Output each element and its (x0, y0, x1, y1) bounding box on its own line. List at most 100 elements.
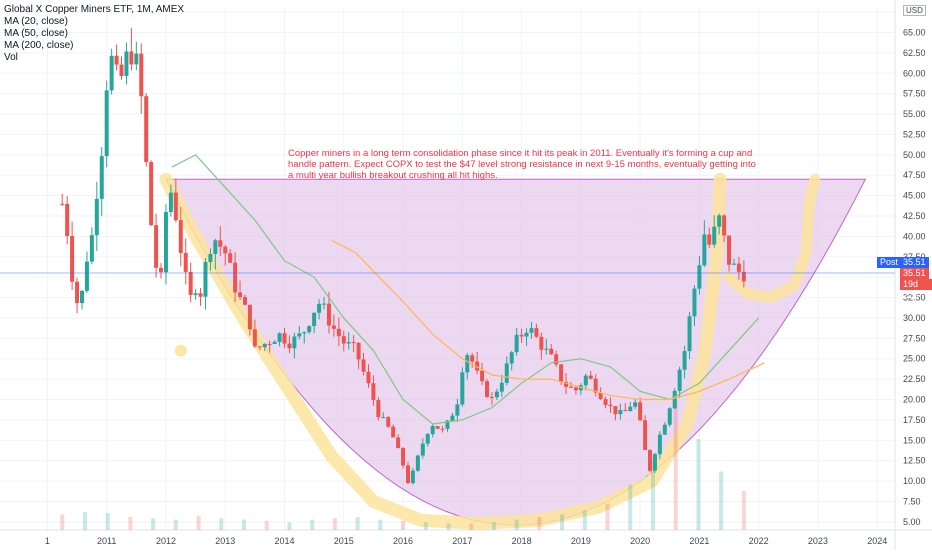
x-tick-label: 2011 (97, 536, 116, 546)
handle-highlight-stroke (723, 173, 821, 304)
candle-body (247, 304, 252, 330)
candle-body (494, 391, 499, 398)
y-tick-label: 62.50 (903, 48, 926, 58)
legend-title[interactable]: Global X Copper Miners ETF, 1M, AMEX (4, 4, 185, 15)
volume-bar (173, 519, 178, 530)
y-tick-label: 60.00 (903, 68, 926, 78)
volume-bar (446, 523, 451, 530)
volume-bar (82, 511, 87, 530)
volume-bar (719, 471, 724, 530)
candle-body (144, 96, 149, 163)
candle-body (480, 370, 485, 382)
candle-body (425, 434, 430, 444)
y-tick-label: 12.50 (903, 456, 926, 466)
volume-bar (128, 517, 133, 530)
candle-body (70, 236, 75, 282)
y-tick-label: 32.50 (903, 293, 926, 303)
volume-bar (151, 518, 156, 530)
candle-body (727, 235, 732, 265)
candle-body (183, 252, 188, 272)
volume-bar (219, 518, 224, 530)
annotation-text[interactable]: Copper miners in a long term consolidati… (288, 148, 756, 181)
y-tick-label: 65.00 (903, 27, 926, 37)
candle-body (514, 334, 519, 353)
legend-vol[interactable]: Vol (4, 52, 18, 63)
candle-body (208, 253, 213, 263)
volume-bar (650, 458, 655, 530)
post-label-tag: Post (877, 257, 902, 268)
candle-body (564, 381, 569, 387)
candle-body (218, 240, 223, 247)
volume-bar (741, 491, 746, 530)
candle-body (460, 372, 465, 405)
volume-bar (605, 504, 610, 530)
candle-body (302, 332, 307, 334)
candle-body (242, 297, 247, 305)
candle-body (648, 449, 653, 471)
candle-body (736, 263, 741, 272)
candle-body (475, 361, 480, 371)
candle-body (722, 215, 727, 236)
candle-body (129, 51, 134, 65)
candle-body (297, 333, 302, 337)
candle-body (554, 354, 559, 365)
candle-body (233, 262, 238, 293)
candle-body (282, 333, 287, 344)
candle-body (89, 235, 94, 262)
candle-body (277, 333, 282, 342)
candle-body (391, 426, 396, 438)
candle-body (376, 400, 381, 418)
y-tick-label: 10.00 (903, 476, 926, 486)
y-tick-label: 57.50 (903, 89, 926, 99)
candle-body (371, 383, 376, 401)
y-tick-label: 30.00 (903, 313, 926, 323)
candle-body (583, 375, 588, 386)
y-tick-label: 15.00 (903, 435, 926, 445)
candle-body (60, 203, 65, 205)
legend-ma50[interactable]: MA (50, close) (4, 28, 68, 39)
candle-body (272, 341, 277, 344)
y-tick-label: 47.50 (903, 170, 926, 180)
candle-body (430, 426, 435, 435)
candle-body (682, 351, 687, 370)
currency-badge[interactable]: USD (903, 5, 926, 16)
volume-bar (60, 514, 65, 530)
candle-body (509, 352, 514, 364)
candle-body (188, 271, 193, 295)
candle-body (559, 364, 564, 382)
candle-body (455, 404, 460, 416)
y-tick-label: 40.00 (903, 231, 926, 241)
candle-body (697, 265, 702, 289)
post-value-tag: 35.51 (900, 257, 929, 268)
y-tick-label: 27.50 (903, 333, 926, 343)
x-tick-label: 2017 (452, 536, 472, 546)
volume-bar (287, 522, 292, 530)
x-tick-label: 2024 (867, 536, 887, 546)
y-tick-label: 5.00 (903, 517, 921, 527)
candle-body (203, 262, 208, 297)
volume-bar (628, 484, 633, 530)
legend-ma200[interactable]: MA (200, close) (4, 40, 74, 51)
y-tick-label: 20.00 (903, 395, 926, 405)
candle-body (109, 55, 114, 91)
y-tick-label: 37.50 (903, 252, 926, 262)
candle-body (336, 328, 341, 337)
volume-bar (673, 400, 678, 530)
candle-body (568, 386, 573, 388)
y-tick-label: 7.50 (903, 496, 921, 506)
candle-body (401, 448, 406, 466)
volume-bar (537, 517, 542, 530)
candle-body (149, 162, 154, 226)
candle-body (593, 378, 598, 393)
candle-body (178, 220, 183, 253)
candle-body (99, 156, 104, 199)
candle-body (415, 455, 420, 471)
candle-body (519, 334, 524, 337)
last-price-tag: 35.51 (900, 268, 929, 279)
legend-ma20[interactable]: MA (20, close) (4, 16, 68, 27)
candle-body (223, 246, 228, 254)
candle-body (75, 281, 80, 304)
x-tick-label: 2019 (571, 536, 591, 546)
